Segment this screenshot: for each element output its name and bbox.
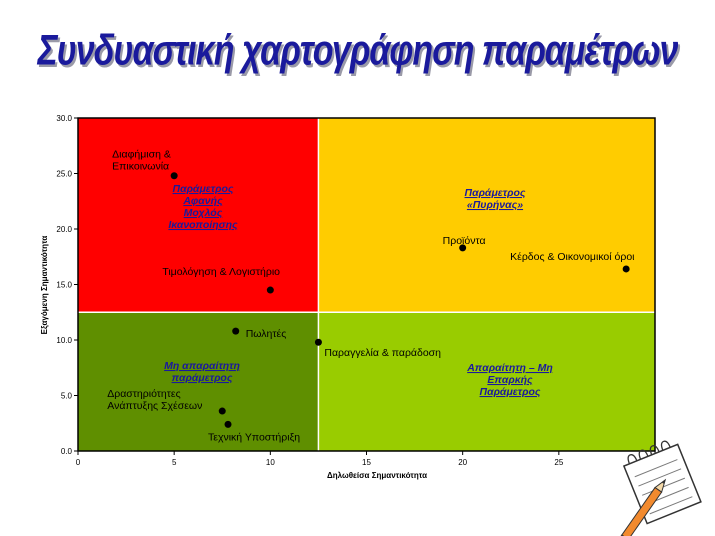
data-point-label: Επικοινωνία [112, 161, 169, 173]
data-point-label: Ανάπτυξης Σχέσεων [107, 400, 202, 412]
quadrant-label-top-left: Παράμετρος [173, 183, 234, 195]
y-tick-label: 15.0 [56, 281, 72, 290]
data-point-label: Παραγγελία & παράδοση [324, 347, 441, 359]
data-point [232, 327, 240, 335]
data-point [218, 407, 226, 415]
data-point [622, 265, 630, 273]
y-tick-label: 20.0 [56, 225, 72, 234]
data-point-label: Πωλητές [246, 328, 287, 340]
x-tick-label: 25 [554, 458, 563, 467]
quadrant-label-bottom-right: Επαρκής [487, 374, 533, 386]
quadrant-top-right [318, 118, 655, 313]
quadrant-bottom-left [78, 312, 319, 451]
x-tick-label: 5 [172, 458, 177, 467]
quadrant-top-left [78, 118, 319, 313]
x-tick-label: 15 [362, 458, 371, 467]
data-point-label: Τιμολόγηση & Λογιστήριο [162, 266, 280, 278]
quadrant-label-top-right: «Πυρήνας» [467, 199, 523, 211]
x-axis-label: Δηλωθείσα Σημαντικότητα [327, 471, 427, 480]
data-point [170, 172, 178, 180]
y-tick-label: 10.0 [56, 336, 72, 345]
data-point-label: Προϊόντα [443, 235, 486, 247]
y-axis-label: Εξαγόμενη Σημαντικότητα [40, 236, 49, 335]
data-point-label: Δραστηριότητες [107, 388, 180, 400]
quadrant-label-top-right: Παράμετρος [465, 187, 526, 199]
x-tick-label: 10 [266, 458, 275, 467]
quadrant-label-bottom-left: παράμετρος [172, 372, 233, 384]
quadrant-label-top-left: Αφανής [182, 195, 223, 207]
x-tick-label: 0 [76, 458, 81, 467]
quadrant-label-top-left: Ικανοποίησης [168, 219, 238, 231]
quadrant-label-bottom-left: Μη απαραίτητη [164, 360, 240, 372]
x-tick-label: 20 [458, 458, 467, 467]
quadrant-label-bottom-right: Απαραίτητη – Μη [466, 362, 553, 374]
data-point [459, 244, 467, 252]
quadrant-bottom-right [318, 312, 655, 451]
data-point-label: Διαφήμιση & [112, 149, 171, 161]
y-tick-label: 5.0 [61, 392, 73, 401]
data-point-label: Τεχνική Υποστήριξη [208, 431, 300, 443]
notebook-pencil-icon [617, 440, 702, 536]
data-point [266, 286, 274, 294]
quadrant-label-top-left: Μοχλός [184, 207, 223, 219]
y-tick-label: 0.0 [61, 447, 73, 456]
data-point [314, 338, 322, 346]
data-point-label: Κέρδος & Οικονομικοί όροι [510, 251, 635, 263]
quadrant-label-bottom-right: Παράμετρος [480, 386, 541, 398]
y-tick-label: 25.0 [56, 170, 72, 179]
slide-title: Συνδυαστική χαρτογράφηση παραμέτρων [37, 27, 679, 75]
data-point [224, 420, 232, 428]
y-tick-label: 30.0 [56, 114, 72, 123]
